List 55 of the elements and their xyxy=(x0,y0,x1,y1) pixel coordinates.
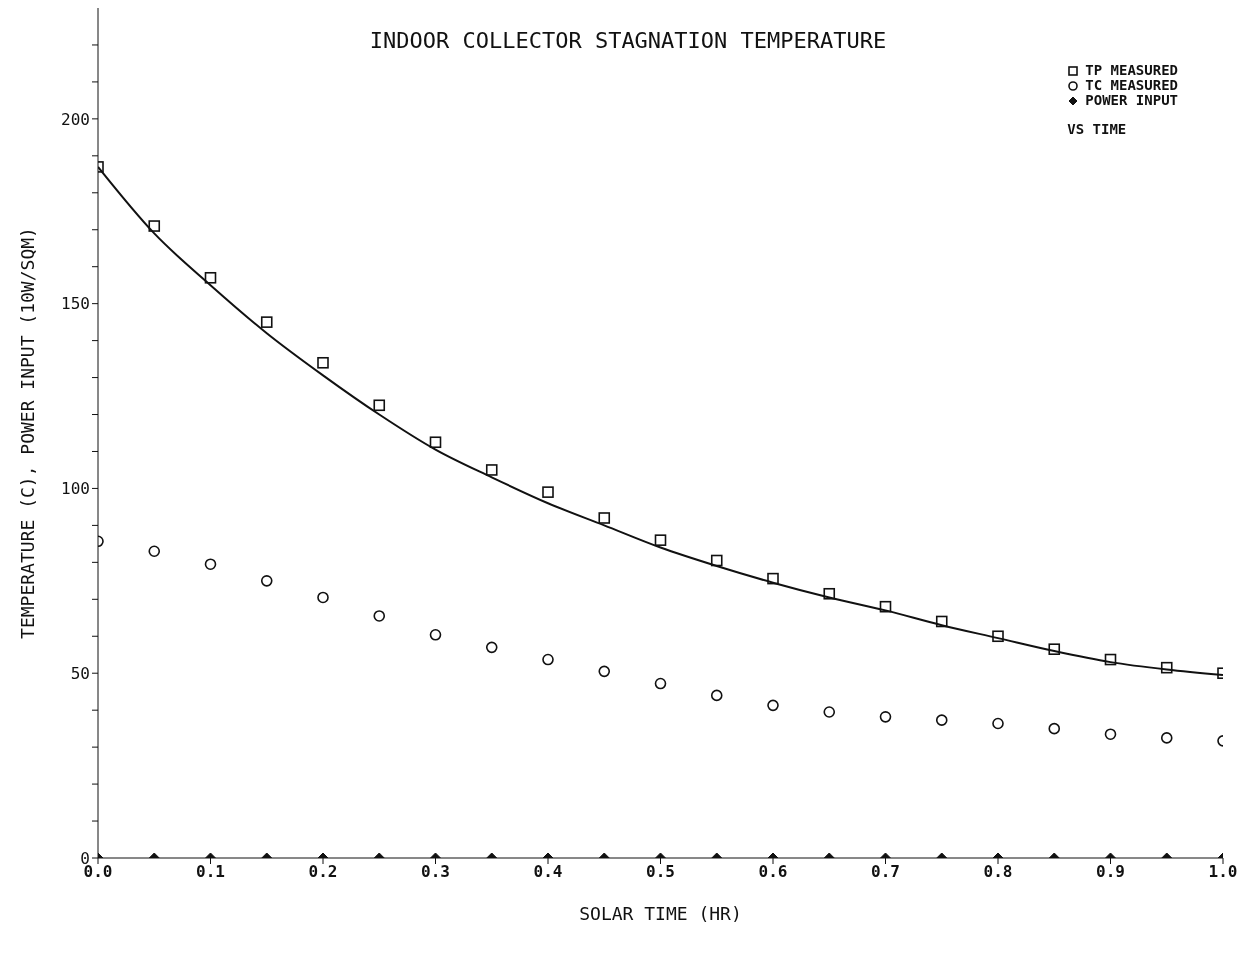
x-tick-label: 0.1 xyxy=(196,862,225,882)
point xyxy=(935,615,948,628)
legend-label: TC MEASURED xyxy=(1085,77,1178,93)
point xyxy=(485,641,498,654)
point xyxy=(654,677,667,690)
x-tick-label: 1.0 xyxy=(1208,862,1238,882)
y-tick-label: 100 xyxy=(61,479,90,499)
point xyxy=(1048,722,1061,735)
point xyxy=(1104,728,1117,740)
point xyxy=(710,554,723,567)
annotation: VS TIME xyxy=(1067,121,1128,137)
point xyxy=(148,545,161,558)
point xyxy=(654,534,667,546)
text: INDOOR COLLECTOR STAGNATION TEMPERATURE xyxy=(368,28,888,53)
point xyxy=(710,689,723,702)
point xyxy=(879,711,892,723)
point xyxy=(598,665,611,678)
point xyxy=(823,706,836,718)
point xyxy=(542,653,554,666)
x-tick-label: 0.7 xyxy=(871,862,900,882)
point xyxy=(598,512,611,524)
point xyxy=(1160,732,1173,744)
point xyxy=(935,714,948,726)
y-tick-label: 150 xyxy=(61,294,90,314)
point xyxy=(1104,653,1117,666)
x-tick-label: 0.8 xyxy=(983,862,1013,882)
legend-label: TP MEASURED xyxy=(1085,62,1178,78)
point xyxy=(767,699,779,712)
point xyxy=(823,587,836,600)
legend-label: POWER INPUT xyxy=(1085,92,1178,108)
x-tick-label: 0.3 xyxy=(421,862,450,882)
point xyxy=(429,628,442,641)
point xyxy=(992,717,1004,730)
x-tick-label: 0.9 xyxy=(1096,862,1125,882)
point xyxy=(767,572,779,585)
y-axis-title: TEMPERATURE (C), POWER INPUT (10W/SQM) xyxy=(17,227,39,639)
point xyxy=(373,610,386,622)
point xyxy=(992,630,1004,643)
y-tick-label: 200 xyxy=(61,109,90,129)
point xyxy=(542,486,554,498)
x-tick-label: 0.5 xyxy=(646,862,675,882)
point xyxy=(373,399,386,412)
point xyxy=(1048,643,1061,655)
point xyxy=(429,436,442,449)
x-axis-title: SOLAR TIME (HR) xyxy=(579,903,742,924)
point xyxy=(879,600,892,613)
x-tick-label: 0.2 xyxy=(308,862,338,882)
y-tick-label: 50 xyxy=(70,663,90,683)
point xyxy=(1160,661,1173,674)
x-tick-label: 0.6 xyxy=(758,862,788,882)
point xyxy=(485,464,498,476)
x-tick-label: 0.4 xyxy=(533,862,563,882)
point xyxy=(204,558,217,570)
point xyxy=(317,591,329,604)
point xyxy=(260,575,273,587)
